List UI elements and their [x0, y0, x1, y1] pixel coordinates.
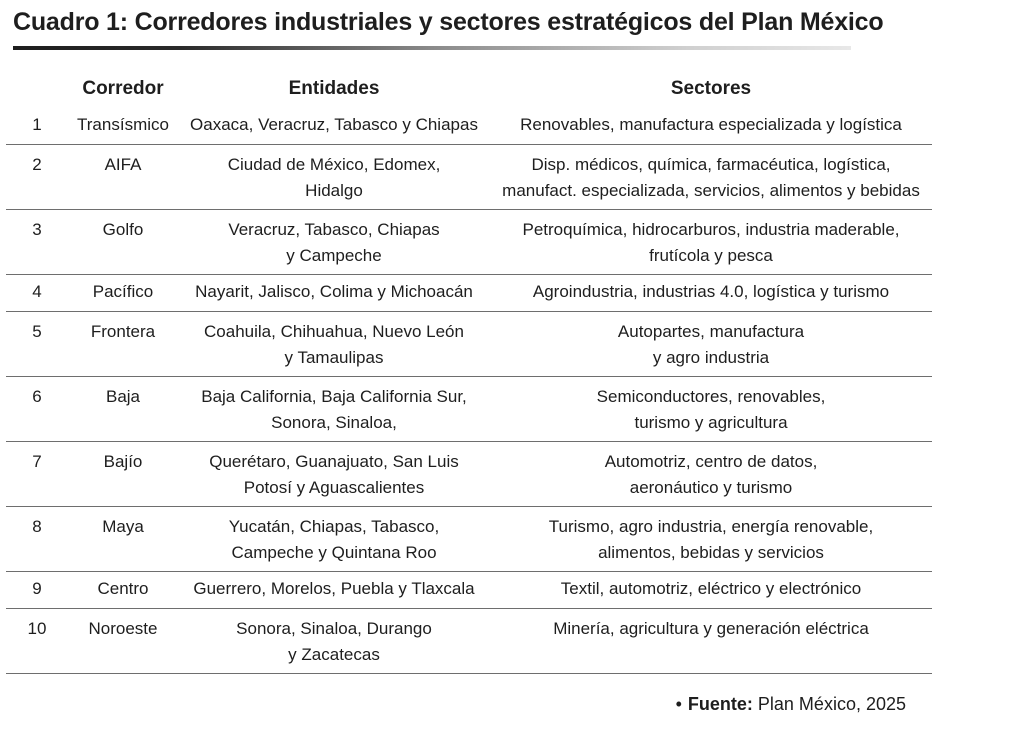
row-number: 10	[27, 619, 47, 638]
table-row: 1 Transísmico Oaxaca, Veracruz, Tabasco y …	[6, 108, 932, 145]
entidades-line: Nayarit, Jalisco, Colima y Michoacán	[195, 282, 473, 301]
row-entidades: Coahuila, Chihuahua, Nuevo León y Tamauli…	[178, 319, 490, 376]
row-sectores: Disp. médicos, química, farmacéutica, lo…	[490, 152, 932, 209]
table-row: 6 Baja Baja California, Baja California Su…	[6, 377, 932, 442]
entidades-line: Querétaro, Guanajuato, San Luis	[209, 452, 459, 471]
row-corredor: Noroeste	[88, 619, 158, 638]
row-corredor: Golfo	[102, 220, 144, 239]
entidades-line: Guerrero, Morelos, Puebla y Tlaxcala	[193, 579, 475, 598]
row-sectores: Autopartes, manufactura y agro industria	[490, 319, 932, 376]
sectores-line: frutícola y pesca	[649, 246, 773, 265]
page-title: Cuadro 1: Corredores industriales y sect…	[13, 8, 884, 36]
row-sectores: Semiconductores, renovables, turismo y ag…	[490, 384, 932, 441]
table-row: 2 AIFA Ciudad de México, Edomex, Hidalgo Dis…	[6, 145, 932, 210]
source-bullet: •	[675, 694, 682, 714]
row-sectores: Automotriz, centro de datos, aeronáutico …	[490, 449, 932, 506]
sectores-line: Textil, automotriz, eléctrico y electrón…	[560, 579, 862, 598]
row-entidades: Nayarit, Jalisco, Colima y Michoacán	[178, 279, 490, 311]
row-number: 2	[32, 155, 42, 174]
sectores-line: y agro industria	[652, 348, 770, 367]
table-row: 10 Noroeste Sonora, Sinaloa, Durango y Zaca…	[6, 609, 932, 674]
entidades-line: Veracruz, Tabasco, Chiapas	[228, 220, 440, 239]
row-entidades: Yucatán, Chiapas, Tabasco, Campeche y Qui…	[178, 514, 490, 571]
row-corredor: Centro	[97, 579, 149, 598]
row-entidades: Guerrero, Morelos, Puebla y Tlaxcala	[178, 576, 490, 608]
sectores-line: Disp. médicos, química, farmacéutica, lo…	[531, 155, 891, 174]
row-entidades: Oaxaca, Veracruz, Tabasco y Chiapas	[178, 112, 490, 144]
sectores-line: manufact. especializada, servicios, alim…	[502, 181, 920, 200]
source-label: Fuente:	[687, 694, 753, 714]
row-sectores: Agroindustria, industrias 4.0, logística…	[490, 279, 932, 311]
row-corredor: Frontera	[90, 322, 156, 341]
sectores-line: Semiconductores, renovables,	[596, 387, 826, 406]
row-sectores: Turismo, agro industria, energía renovab…	[490, 514, 932, 571]
entidades-line: Sonora, Sinaloa, Durango	[236, 619, 432, 638]
entidades-line: Oaxaca, Veracruz, Tabasco y Chiapas	[190, 115, 478, 134]
row-number: 8	[32, 517, 42, 536]
sectores-line: Petroquímica, hidrocarburos, industria m…	[522, 220, 900, 239]
sectores-line: alimentos, bebidas y servicios	[598, 543, 824, 562]
row-corredor: Pacífico	[92, 282, 154, 301]
source-text: Plan México, 2025	[752, 694, 906, 714]
entidades-line: y Zacatecas	[288, 645, 380, 664]
source-note: • Fuente: Plan México, 2025	[676, 694, 906, 715]
row-entidades: Veracruz, Tabasco, Chiapas y Campeche	[178, 217, 490, 274]
sectores-line: aeronáutico y turismo	[629, 478, 793, 497]
header-corredor: Corredor	[82, 78, 164, 99]
entidades-line: Campeche y Quintana Roo	[231, 543, 437, 562]
entidades-line: Baja California, Baja California Sur,	[201, 387, 467, 406]
table-row: 5 Frontera Coahuila, Chihuahua, Nuevo León…	[6, 312, 932, 377]
row-corredor: Maya	[102, 517, 144, 536]
corridors-table: Corredor Entidades Sectores 1 Transísmico…	[6, 70, 932, 674]
entidades-line: Potosí y Aguascalientes	[243, 478, 425, 497]
title-underline	[13, 46, 851, 50]
row-number: 6	[32, 387, 42, 406]
table-header: Corredor Entidades Sectores	[6, 70, 932, 108]
sectores-line: Autopartes, manufactura	[617, 322, 805, 341]
row-entidades: Sonora, Sinaloa, Durango y Zacatecas	[178, 616, 490, 673]
row-number: 7	[32, 452, 42, 471]
table-body: 1 Transísmico Oaxaca, Veracruz, Tabasco y …	[6, 108, 932, 674]
sectores-line: Renovables, manufactura especializada y …	[520, 115, 902, 134]
row-number: 3	[32, 220, 42, 239]
row-corredor: Bajío	[103, 452, 143, 471]
header-entidades: Entidades	[288, 78, 380, 99]
table-row: 7 Bajío Querétaro, Guanajuato, San Luis Pot…	[6, 442, 932, 507]
entidades-line: Sonora, Sinaloa,	[271, 413, 397, 432]
sectores-line: Minería, agricultura y generación eléctr…	[553, 619, 869, 638]
sectores-line: Agroindustria, industrias 4.0, logística…	[532, 282, 890, 301]
row-sectores: Renovables, manufactura especializada y …	[490, 112, 932, 144]
row-sectores: Petroquímica, hidrocarburos, industria m…	[490, 217, 932, 274]
entidades-line: Yucatán, Chiapas, Tabasco,	[228, 517, 440, 536]
row-number: 1	[32, 115, 42, 134]
table-row: 8 Maya Yucatán, Chiapas, Tabasco, Campeche …	[6, 507, 932, 572]
entidades-line: Hidalgo	[305, 181, 363, 200]
row-entidades: Ciudad de México, Edomex, Hidalgo	[178, 152, 490, 209]
row-number: 5	[32, 322, 42, 341]
sectores-line: Automotriz, centro de datos,	[604, 452, 818, 471]
row-sectores: Minería, agricultura y generación eléctr…	[490, 616, 932, 673]
row-number: 4	[32, 282, 42, 301]
row-corredor: Baja	[105, 387, 141, 406]
row-number: 9	[32, 579, 42, 598]
row-entidades: Querétaro, Guanajuato, San Luis Potosí y …	[178, 449, 490, 506]
row-entidades: Baja California, Baja California Sur, Son…	[178, 384, 490, 441]
entidades-line: y Tamaulipas	[284, 348, 384, 367]
entidades-line: y Campeche	[286, 246, 382, 265]
row-sectores: Textil, automotriz, eléctrico y electrón…	[490, 576, 932, 608]
table-row: 4 Pacífico Nayarit, Jalisco, Colima y Mich…	[6, 275, 932, 312]
entidades-line: Ciudad de México, Edomex,	[227, 155, 441, 174]
table-row: 9 Centro Guerrero, Morelos, Puebla y Tlaxc…	[6, 572, 932, 609]
entidades-line: Coahuila, Chihuahua, Nuevo León	[204, 322, 464, 341]
sectores-line: Turismo, agro industria, energía renovab…	[548, 517, 874, 536]
row-corredor: AIFA	[104, 155, 142, 174]
header-sectores: Sectores	[670, 78, 752, 99]
sectores-line: turismo y agricultura	[634, 413, 788, 432]
table-row: 3 Golfo Veracruz, Tabasco, Chiapas y Campec…	[6, 210, 932, 275]
row-corredor: Transísmico	[77, 115, 169, 134]
